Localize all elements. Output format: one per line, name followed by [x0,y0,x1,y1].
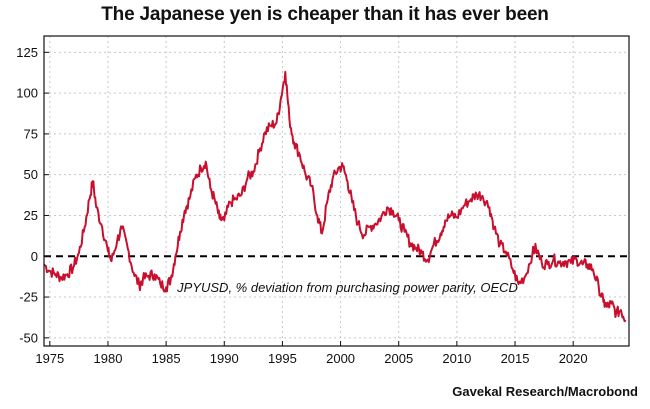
source-credit: Gavekal Research/Macrobond [452,384,638,399]
x-tick-label: 1975 [35,351,64,366]
y-axis: 125 100 75 50 25 0 -25 -50 [16,45,49,345]
grid-lines [44,36,629,346]
x-tick-label: 2000 [326,351,355,366]
y-tick-label: 75 [24,126,38,141]
x-tick-label: 1995 [268,351,297,366]
y-tick-label: 125 [16,45,38,60]
x-tick-label: 1985 [152,351,181,366]
y-tick-label: 100 [16,86,38,101]
x-axis: 1975 1980 1985 1990 1995 2000 2005 2010 2015 2020 [35,341,588,366]
y-tick-label: -50 [19,330,38,345]
plot-frame [43,35,630,347]
x-tick-label: 2010 [442,351,471,366]
y-tick-label: 0 [31,249,38,264]
x-tick-label: 1990 [210,351,239,366]
y-tick-label: 50 [24,167,38,182]
x-tick-label: 1980 [94,351,123,366]
series-label: JPYUSD, % deviation from purchasing powe… [176,280,518,295]
chart-title: The Japanese yen is cheaper than it has … [101,4,549,25]
x-tick-label: 2005 [384,351,413,366]
jpyusd-series-line [43,70,627,323]
x-tick-label: 2015 [501,351,530,366]
y-tick-label: -25 [19,290,38,305]
y-tick-label: 25 [24,208,38,223]
x-tick-label: 2020 [559,351,588,366]
